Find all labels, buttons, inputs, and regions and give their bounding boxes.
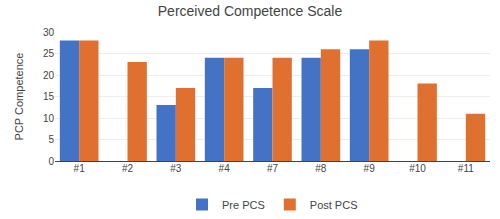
svg-text:#7: #7 (267, 163, 279, 174)
svg-text:#2: #2 (122, 163, 134, 174)
svg-text:#3: #3 (170, 163, 182, 174)
svg-text:#4: #4 (219, 163, 231, 174)
svg-text:#9: #9 (364, 163, 376, 174)
svg-text:25: 25 (43, 48, 55, 59)
svg-text:#10: #10 (409, 163, 426, 174)
svg-text:Post PCS: Post PCS (310, 199, 358, 211)
svg-text:Pre PCS: Pre PCS (222, 199, 265, 211)
svg-text:0: 0 (48, 156, 54, 167)
svg-text:#1: #1 (74, 163, 86, 174)
svg-text:Perceived Competence Scale: Perceived Competence Scale (158, 3, 343, 19)
svg-text:#11: #11 (458, 163, 474, 174)
svg-text:20: 20 (43, 70, 55, 81)
svg-text:30: 30 (43, 27, 55, 38)
svg-text:PCP Competence: PCP Competence (13, 53, 25, 141)
svg-text:5: 5 (48, 134, 54, 145)
svg-text:#8: #8 (315, 163, 327, 174)
svg-text:10: 10 (43, 113, 55, 124)
svg-text:15: 15 (43, 91, 55, 102)
